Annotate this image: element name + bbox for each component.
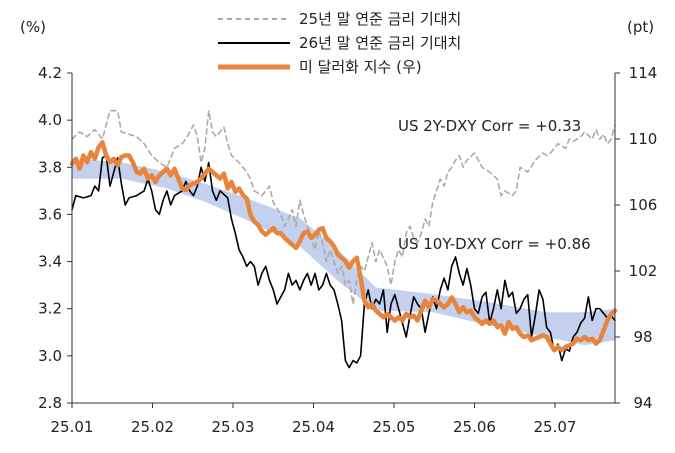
series-line-s25 bbox=[71, 109, 616, 305]
trend-band bbox=[72, 158, 615, 346]
legend-label-25y: 25년 말 연준 금리 기대치 bbox=[299, 10, 461, 28]
x-tick-label: 25.02 bbox=[131, 418, 174, 436]
right-axis-ticks: 114 110 106 102 98 94 bbox=[615, 64, 657, 412]
axes bbox=[71, 73, 616, 404]
right-tick-label: 114 bbox=[629, 64, 658, 82]
series-line-dxy bbox=[69, 140, 618, 353]
right-tick-label: 102 bbox=[629, 262, 658, 280]
right-tick-label: 106 bbox=[629, 196, 658, 214]
x-tick-label: 25.03 bbox=[212, 418, 255, 436]
series-line-s26 bbox=[71, 154, 616, 369]
right-tick-label: 94 bbox=[633, 394, 652, 412]
x-tick-label: 25.05 bbox=[373, 418, 416, 436]
x-tick-label: 25.04 bbox=[292, 418, 335, 436]
left-tick-label: 2.8 bbox=[38, 394, 62, 412]
legend: 25년 말 연준 금리 기대치 26년 말 연준 금리 기대치 미 달러화 지수… bbox=[218, 10, 461, 76]
legend-label-26y: 26년 말 연준 금리 기대치 bbox=[299, 34, 461, 52]
left-tick-label: 3.6 bbox=[38, 205, 62, 223]
legend-label-dxy: 미 달러화 지수 (우) bbox=[299, 58, 422, 76]
left-tick-label: 3.0 bbox=[38, 347, 62, 365]
series-group bbox=[69, 109, 618, 369]
right-tick-label: 110 bbox=[629, 130, 658, 148]
left-tick-label: 3.2 bbox=[38, 300, 62, 318]
x-tick-label: 25.06 bbox=[453, 418, 496, 436]
x-axis-ticks: 25.01 25.02 25.03 25.04 25.05 25.06 25.07 bbox=[51, 403, 577, 436]
annotation-10y-corr: US 10Y-DXY Corr = +0.86 bbox=[398, 235, 591, 253]
x-tick-label: 25.07 bbox=[534, 418, 577, 436]
x-tick-label: 25.01 bbox=[51, 418, 94, 436]
right-axis-unit: (pt) bbox=[627, 18, 654, 36]
left-tick-label: 4.2 bbox=[38, 64, 62, 82]
right-tick-label: 98 bbox=[633, 328, 652, 346]
left-tick-label: 3.4 bbox=[38, 253, 62, 271]
trend-band-shape bbox=[72, 158, 615, 346]
annotation-2y-corr: US 2Y-DXY Corr = +0.33 bbox=[398, 117, 581, 135]
left-tick-label: 3.8 bbox=[38, 158, 62, 176]
left-tick-label: 4.0 bbox=[38, 111, 62, 129]
left-axis-ticks: 4.2 4.0 3.8 3.6 3.4 3.2 3.0 2.8 bbox=[38, 64, 72, 412]
left-axis-unit: (%) bbox=[20, 18, 46, 36]
